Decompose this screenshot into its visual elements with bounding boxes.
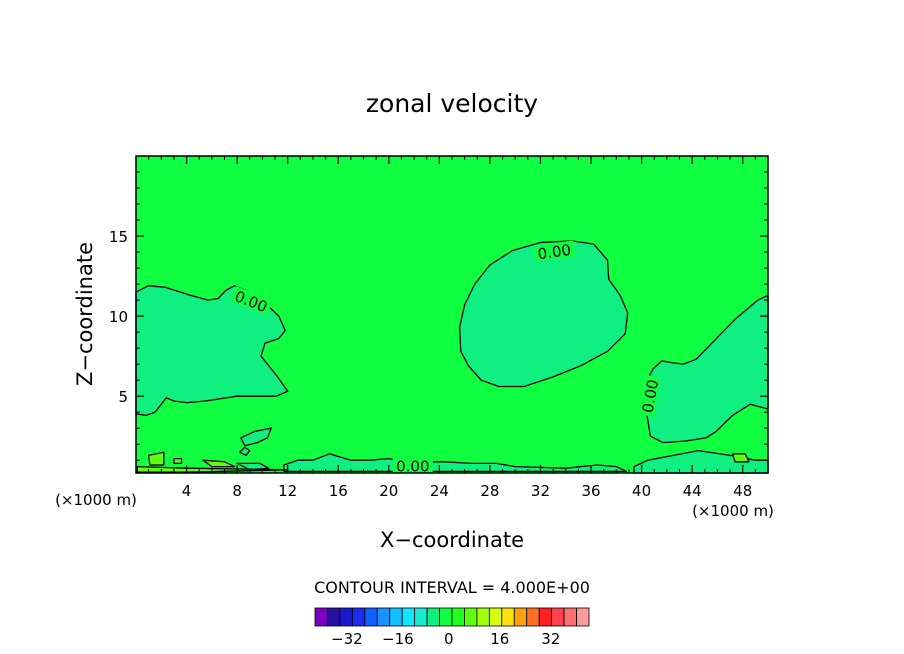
contour-region-blob-d xyxy=(147,451,165,466)
x-tick-label: 28 xyxy=(480,482,499,500)
colorbar-swatch xyxy=(488,607,503,627)
colorbar-swatch xyxy=(501,607,515,627)
colorbar-tick-label: 32 xyxy=(541,630,560,648)
contour-label: 0.00 xyxy=(639,378,663,414)
contour-label: 0.00 xyxy=(396,458,429,476)
colorbar-swatch xyxy=(364,607,378,627)
x-tick-label: 40 xyxy=(632,482,651,500)
contour-region-blob-g xyxy=(173,457,183,465)
colorbar-swatch xyxy=(314,607,328,627)
contour-region-blob-f xyxy=(731,453,750,463)
colorbar-tick-label: 0 xyxy=(444,630,454,648)
colorbar-tick-label: −16 xyxy=(382,630,414,648)
y-tick-label: 15 xyxy=(109,228,128,246)
contour-label-bg xyxy=(392,457,433,474)
plot-field xyxy=(135,156,769,474)
colorbar-swatch xyxy=(464,607,478,627)
y-tick-label: 10 xyxy=(109,308,128,326)
contour-label: 0.00 xyxy=(537,241,573,263)
x-tick-label: 20 xyxy=(379,482,398,500)
y-axis-label: Z−coordinate xyxy=(73,242,97,386)
x-tick-label: 8 xyxy=(232,482,242,500)
x-tick-label: 32 xyxy=(531,482,550,500)
colorbar-swatch xyxy=(576,607,590,627)
colorbar-swatch xyxy=(401,607,416,627)
y-tick-label: 5 xyxy=(118,388,128,406)
x-tick-label: 44 xyxy=(683,482,702,500)
colorbar-swatch xyxy=(476,607,490,627)
x-tick-label: 4 xyxy=(182,482,192,500)
colorbar-swatch xyxy=(563,607,577,627)
colorbar-tick-label: −32 xyxy=(331,630,363,648)
x-tick-label: 24 xyxy=(430,482,449,500)
x-tick-label: 36 xyxy=(581,482,600,500)
colorbar-tick-label: 16 xyxy=(490,630,509,648)
contour-region-blob-c xyxy=(236,462,270,471)
colorbar-swatch xyxy=(513,607,528,627)
colorbar-swatch xyxy=(551,607,565,627)
contour-label-bg xyxy=(229,285,273,316)
plot-frame xyxy=(135,155,769,474)
colorbar-swatch xyxy=(526,607,540,627)
colorbar-swatch xyxy=(538,607,553,627)
x-axis-label: X−coordinate xyxy=(380,528,524,552)
colorbar-swatch xyxy=(327,607,341,627)
colorbar-swatch xyxy=(376,607,391,627)
contour-region-blob-a xyxy=(240,427,272,447)
colorbar-swatch xyxy=(451,607,465,627)
x-tick-label: 16 xyxy=(329,482,348,500)
contour-region-left-cell xyxy=(135,285,289,417)
colorbar-swatch xyxy=(389,607,403,627)
contour-region-blob-b xyxy=(238,446,251,457)
x-unit-right: (×1000 m) xyxy=(692,502,774,520)
colorbar-swatch xyxy=(414,607,428,627)
colorbar-swatch xyxy=(339,607,353,627)
contour-region-bottom-band xyxy=(283,453,628,473)
contour-region-central-cell xyxy=(458,240,629,388)
contour-label-bg xyxy=(533,240,576,262)
contour-interval: CONTOUR INTERVAL = 4.000E+00 xyxy=(314,578,590,597)
x-unit-left: (×1000 m) xyxy=(55,491,137,509)
colorbar: −32 −16 0 16 32 xyxy=(314,607,590,648)
contour-label-bg xyxy=(638,374,661,418)
colorbar-swatch xyxy=(439,607,453,627)
chart-title: zonal velocity xyxy=(366,89,538,118)
colorbar-swatch xyxy=(426,607,440,627)
x-tick-label: 48 xyxy=(733,482,752,500)
colorbar-swatch xyxy=(351,607,366,627)
contour-region-blob-e xyxy=(202,459,236,468)
x-tick-label: 12 xyxy=(278,482,297,500)
